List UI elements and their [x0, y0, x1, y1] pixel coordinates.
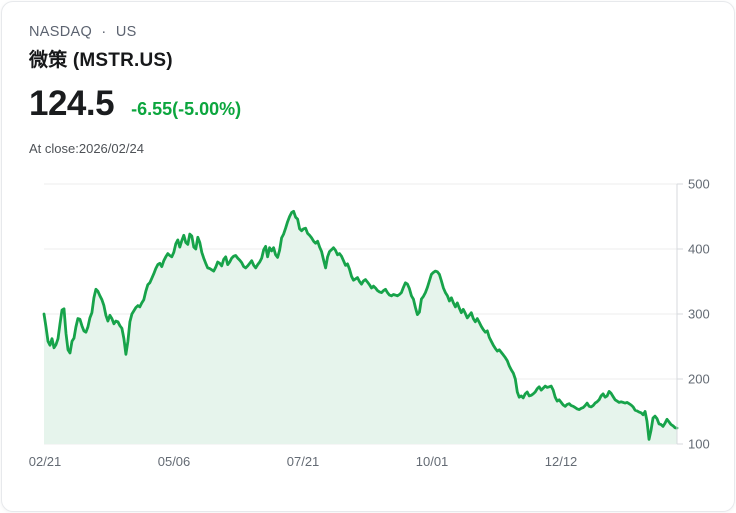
y-axis-label: 300	[688, 307, 710, 322]
axis-labels: 100 200 300 400 500 02/21 05/06 07/21 10/01 12/12	[29, 177, 710, 470]
y-axis-label: 400	[688, 242, 710, 257]
close-timestamp: At close:2026/02/24	[29, 141, 144, 156]
price-value: 124.5	[29, 84, 115, 123]
price-area	[44, 211, 677, 444]
y-axis-label: 500	[688, 177, 710, 192]
y-axis-label: 200	[688, 372, 710, 387]
axis-layer	[676, 183, 683, 445]
x-axis-label: 05/06	[158, 454, 191, 469]
y-axis-label: 100	[688, 437, 710, 452]
price-row: 124.5 -6.55(-5.00%)	[29, 84, 241, 124]
x-axis-label: 07/21	[287, 454, 320, 469]
stock-name: 微策 (MSTR.US)	[29, 50, 173, 71]
price-line	[42, 209, 679, 441]
x-axis-label: 12/12	[545, 454, 578, 469]
x-axis-label: 10/01	[416, 454, 449, 469]
price-change: -6.55(-5.00%)	[131, 99, 242, 119]
chart-hover-area[interactable]	[44, 184, 677, 444]
x-axis-label: 02/21	[29, 454, 62, 469]
exchange-label: NASDAQ · US	[29, 24, 137, 40]
